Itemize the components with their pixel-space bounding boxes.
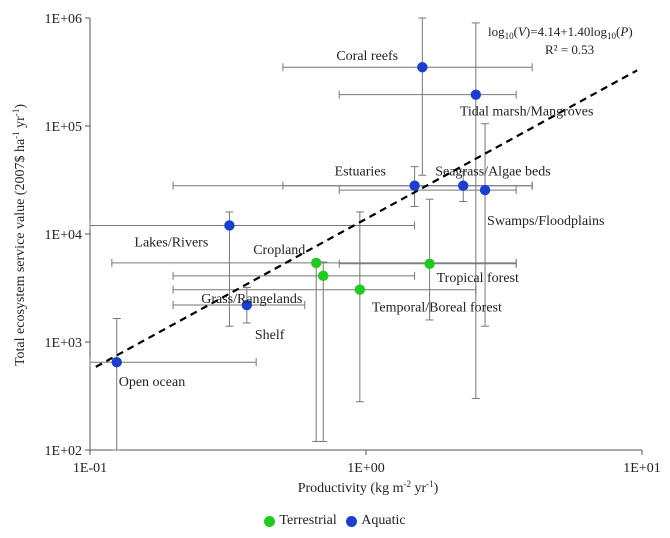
point-coral-reefs xyxy=(417,62,428,73)
point-shelf xyxy=(241,299,253,311)
point-temporal-boreal-forest xyxy=(354,284,366,295)
x-axis-label: Productivity (kg m-2 yr-1) xyxy=(298,479,439,496)
x-tick-label: 1E+01 xyxy=(623,461,660,476)
point-label-temporal-boreal-forest: Temporal/Boreal forest xyxy=(372,301,502,316)
aquatic-marker xyxy=(346,515,358,527)
y-tick-label: 1E+05 xyxy=(45,120,82,135)
point-lakes-rivers xyxy=(224,220,235,231)
terrestrial-marker xyxy=(264,515,276,527)
x-tick-label: 1E+00 xyxy=(347,461,384,476)
point-label-swamps-floodplains: Swamps/Floodplains xyxy=(487,214,604,229)
point-label-cropland: Cropland xyxy=(253,243,305,258)
error-bar-coral-reefs xyxy=(282,17,533,176)
point-label-grass-rangelands: Grass/Rangelands xyxy=(201,292,302,307)
error-bar-grass-rangelands xyxy=(172,261,416,442)
point-estuaries xyxy=(409,180,420,191)
legend-label-aquatic: Aquatic xyxy=(361,513,406,528)
point-label-coral-reefs: Coral reefs xyxy=(336,49,398,64)
point-label-seagrass-algae-beds: Seagrass/Algae beds xyxy=(435,165,550,180)
point-labels: Cropland Grass/Rangelands Temporal/Boreal … xyxy=(119,49,605,390)
point-label-open-ocean: Open ocean xyxy=(119,375,185,390)
point-seagrass-algae-beds xyxy=(458,180,469,191)
point-tropical-forest xyxy=(424,258,435,269)
point-label-tidal-marsh-mangroves: Tidal marsh/Mangroves xyxy=(460,105,594,120)
x-tick-label: 1E-01 xyxy=(73,461,107,476)
legend-item-terrestrial: Terrestrial xyxy=(264,513,337,529)
point-label-estuaries: Estuaries xyxy=(335,165,386,180)
point-tidal-marsh-mangroves xyxy=(470,89,482,100)
y-tick-label: 1E+02 xyxy=(45,444,82,459)
point-label-lakes-rivers: Lakes/Rivers xyxy=(134,235,208,250)
legend: Terrestrial Aquatic xyxy=(0,513,670,532)
y-axis-label: Total ecosystem service value (2007$ ha-… xyxy=(11,104,28,366)
regression-equation: log10(V)=4.14+1.40log10(P) xyxy=(488,24,633,41)
y-tick-label: 1E+03 xyxy=(45,336,82,351)
point-cropland xyxy=(310,257,322,269)
point-swamps-floodplains xyxy=(479,184,491,196)
regression-r2: R² = 0.53 xyxy=(545,42,594,57)
error-bar-tidal-marsh-mangroves xyxy=(338,22,517,399)
regression-line xyxy=(95,69,638,368)
data-points xyxy=(111,62,491,368)
axes: 1E+02 1E+03 1E+04 1E+05 1E+06 1E-01 1E+00 1E+01 xyxy=(45,12,661,476)
regression-line-path xyxy=(95,69,638,368)
legend-item-aquatic: Aquatic xyxy=(346,513,406,529)
legend-label-terrestrial: Terrestrial xyxy=(279,513,337,528)
y-tick-label: 1E+06 xyxy=(45,12,82,27)
point-label-tropical-forest: Tropical forest xyxy=(437,271,519,286)
scatter-chart: 1E+02 1E+03 1E+04 1E+05 1E+06 1E-01 1E+00 1E+01… xyxy=(11,12,661,496)
point-open-ocean xyxy=(111,357,122,368)
error-bar-cropland xyxy=(111,258,517,442)
point-grass-rangelands xyxy=(318,270,329,282)
point-label-shelf: Shelf xyxy=(255,328,285,343)
y-tick-label: 1E+04 xyxy=(45,228,82,243)
error-bar-lakes-rivers xyxy=(89,211,416,327)
